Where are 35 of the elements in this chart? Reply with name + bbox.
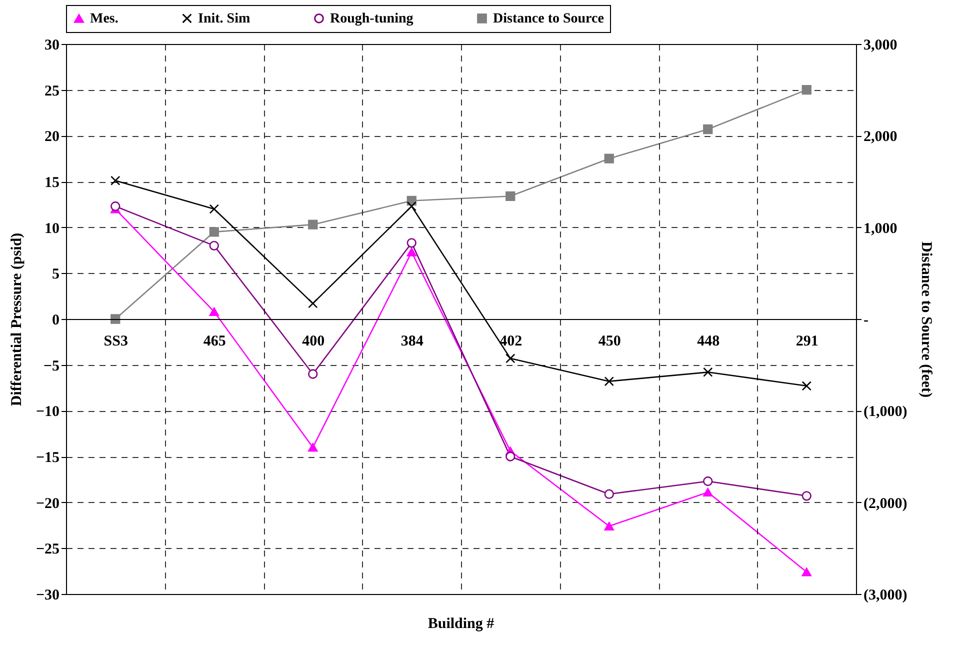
x-tick-label: 465 bbox=[203, 334, 226, 350]
y-tick-label: 25 bbox=[44, 83, 60, 100]
y-tick-label: 0 bbox=[52, 312, 60, 328]
y2-tick-label: (3,000) bbox=[864, 588, 908, 604]
y-tick-label: 20 bbox=[44, 129, 60, 146]
y-tick-label: −20 bbox=[36, 496, 60, 512]
y-tick-label: 30 bbox=[44, 38, 60, 54]
y2-tick-label: - bbox=[864, 312, 868, 328]
y-tick-label: 5 bbox=[52, 266, 60, 283]
y-tick-label: 10 bbox=[44, 220, 60, 237]
y-tick-label: −10 bbox=[36, 404, 60, 420]
y-tick-label: −5 bbox=[43, 358, 60, 374]
x-tick-label: SS3 bbox=[104, 334, 128, 350]
y2-tick-label: 3,000 bbox=[864, 38, 898, 54]
y-tick-label: 15 bbox=[44, 175, 60, 191]
x-tick-label: 400 bbox=[302, 334, 325, 350]
x-tick-label: 448 bbox=[697, 334, 720, 350]
legend-label: Mes. bbox=[90, 12, 118, 26]
x-tick-label: 402 bbox=[500, 334, 522, 350]
x-tick-label: 450 bbox=[598, 334, 621, 350]
x-tick-label: 291 bbox=[796, 334, 818, 350]
y2-tick-label: (2,000) bbox=[864, 496, 908, 512]
y2-tick-label: (1,000) bbox=[864, 404, 908, 420]
y-tick-label: −25 bbox=[36, 542, 60, 558]
legend-label: Distance to Source bbox=[493, 11, 604, 26]
y-tick-label: −30 bbox=[36, 588, 60, 604]
y2-tick-label: 1,000 bbox=[864, 220, 898, 237]
y-axis-title: Differential Pressure (psid) bbox=[8, 232, 25, 406]
x-axis-title: Building # bbox=[428, 616, 495, 632]
y2-axis-title: Distance to Source (feet) bbox=[918, 242, 934, 398]
legend-label: Init. Sim bbox=[198, 11, 250, 26]
y-tick-label: −15 bbox=[36, 450, 60, 466]
y2-tick-label: 2,000 bbox=[864, 129, 898, 146]
legend-label: Rough-tuning bbox=[330, 11, 414, 26]
x-tick-label: 384 bbox=[400, 334, 424, 350]
